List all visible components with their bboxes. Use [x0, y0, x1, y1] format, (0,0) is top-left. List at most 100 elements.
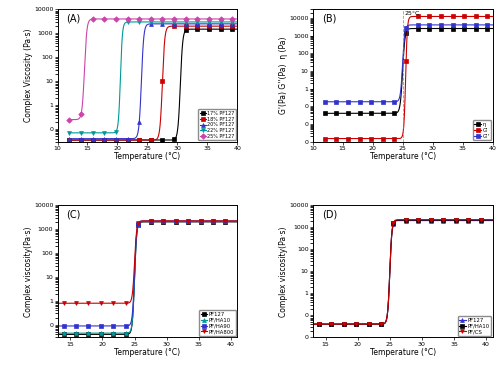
PF/HA10 [414, 218, 420, 222]
PF/HA10 [304, 322, 310, 326]
18% PF127 [66, 138, 72, 143]
22% PF127 [240, 20, 246, 24]
PF127 [461, 218, 467, 223]
PF127 [472, 218, 478, 223]
PF/HA90 [48, 324, 54, 328]
η [424, 26, 430, 31]
22% PF127 [170, 20, 176, 24]
17% PF127 [240, 27, 246, 31]
18% PF127 [170, 24, 175, 28]
PF/HA90 [206, 219, 212, 223]
PF/HA10 [418, 218, 424, 222]
18% PF127 [224, 24, 230, 28]
Line: G'': G'' [323, 23, 500, 104]
Legend: 17% PF127, 18% PF127, 20% PF127, 22% PF127, 25% PF127: 17% PF127, 18% PF127, 20% PF127, 22% PF1… [198, 109, 236, 140]
PF127 [48, 332, 54, 337]
PF127 [234, 220, 240, 224]
PF/HA10 [218, 219, 224, 224]
G'' [480, 23, 486, 27]
18% PF127 [240, 24, 246, 28]
PF/CS [304, 322, 310, 326]
25% PF127 [174, 17, 180, 21]
PF127 [304, 322, 310, 326]
G'' [425, 23, 431, 27]
η [444, 26, 450, 31]
X-axis label: Temperature (°C): Temperature (°C) [370, 152, 436, 161]
PF127 [304, 322, 310, 326]
PF/CS [414, 218, 420, 222]
Line: η: η [323, 26, 500, 115]
25% PF127 [240, 17, 246, 21]
PF/HA10 [472, 218, 478, 222]
20% PF127 [173, 21, 179, 26]
Text: (A): (A) [66, 14, 80, 23]
G' [496, 14, 500, 19]
Line: 18% PF127: 18% PF127 [68, 24, 245, 142]
Line: 25% PF127: 25% PF127 [68, 17, 245, 121]
G' [424, 14, 430, 19]
Legend: PF127, PF/HA10, PF/CS: PF127, PF/HA10, PF/CS [458, 316, 491, 336]
22% PF127 [170, 20, 176, 24]
PF/HA800 [234, 219, 240, 223]
25% PF127 [67, 117, 73, 122]
PF/CS [461, 218, 467, 222]
G' [322, 136, 328, 141]
Line: PF/HA10: PF/HA10 [49, 219, 239, 335]
G'' [440, 23, 446, 27]
Line: 22% PF127: 22% PF127 [68, 20, 245, 135]
η [480, 26, 486, 31]
Line: G': G' [323, 15, 500, 141]
PF/HA10 [414, 218, 420, 222]
22% PF127 [154, 20, 160, 24]
PF/HA10 [48, 331, 54, 336]
PF127 [172, 220, 177, 224]
PF127 [490, 218, 496, 223]
Line: PF127: PF127 [49, 220, 239, 336]
η [428, 26, 434, 31]
25% PF127 [126, 17, 132, 21]
PF/HA90 [158, 219, 164, 223]
PF/CS [414, 218, 420, 222]
25% PF127 [170, 17, 176, 21]
PF/HA10 [159, 219, 165, 224]
Text: (B): (B) [322, 14, 336, 23]
Line: PF/CS: PF/CS [304, 218, 494, 326]
17% PF127 [213, 27, 219, 31]
PF/HA800 [162, 219, 168, 223]
η [322, 111, 328, 116]
25% PF127 [66, 117, 72, 122]
η [322, 111, 328, 116]
22% PF127 [214, 20, 220, 24]
PF/HA10 [490, 218, 496, 222]
Legend: η, G', G'': η, G', G'' [473, 120, 491, 140]
17% PF127 [224, 27, 230, 31]
17% PF127 [66, 138, 72, 143]
Line: PF127: PF127 [304, 219, 494, 326]
PF/HA10 [304, 322, 310, 326]
PF/CS [304, 322, 310, 326]
20% PF127 [182, 21, 188, 26]
18% PF127 [67, 138, 73, 143]
PF/HA90 [172, 219, 177, 223]
G' [428, 14, 434, 19]
17% PF127 [170, 138, 176, 142]
PF127 [426, 218, 432, 223]
Y-axis label: Complex viscosity(Pa·s): Complex viscosity(Pa·s) [279, 226, 288, 317]
X-axis label: Temperature (°C): Temperature (°C) [114, 348, 180, 357]
20% PF127 [240, 21, 246, 26]
G' [322, 136, 328, 141]
Line: PF/HA800: PF/HA800 [49, 219, 239, 305]
18% PF127 [173, 24, 179, 28]
PF/HA10 [162, 219, 168, 224]
Text: (D): (D) [322, 209, 337, 219]
PF/HA10 [48, 331, 54, 336]
PF/CS [472, 218, 478, 222]
G'' [469, 23, 475, 27]
Y-axis label: Complex Viscosity (Pa·s): Complex Viscosity (Pa·s) [24, 29, 32, 122]
Line: PF/HA10: PF/HA10 [304, 218, 494, 326]
PF/HA90 [234, 219, 240, 223]
20% PF127 [170, 21, 176, 26]
PF/HA90 [162, 219, 168, 223]
PF/HA800 [158, 219, 164, 223]
Text: 25°C: 25°C [404, 11, 420, 16]
